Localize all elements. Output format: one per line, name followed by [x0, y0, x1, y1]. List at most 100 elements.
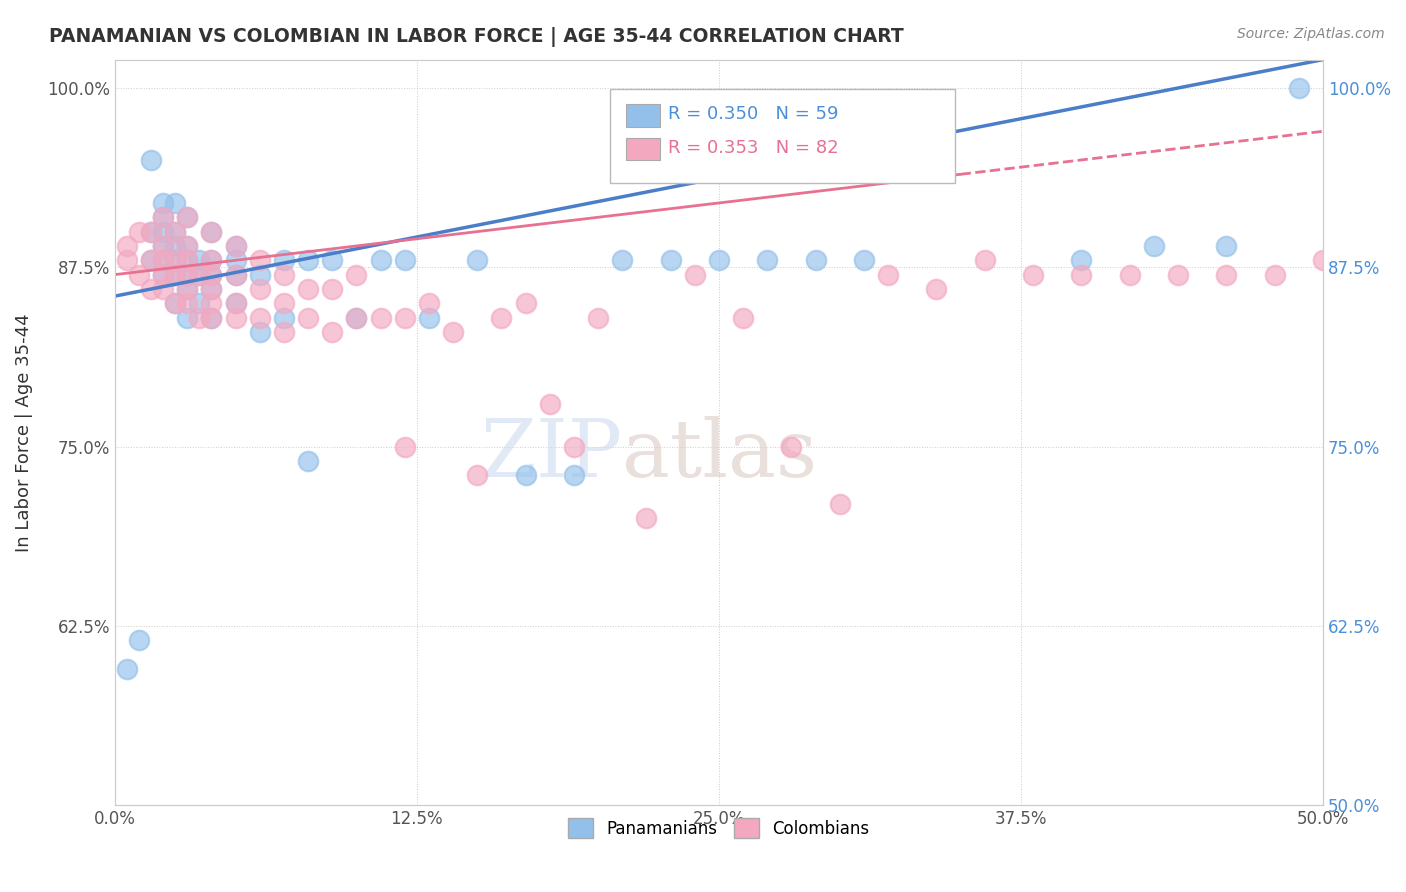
- Point: [128, 268, 150, 282]
- Point: [538, 397, 561, 411]
- Point: [1070, 253, 1092, 268]
- Point: [200, 253, 222, 268]
- Point: [188, 253, 211, 268]
- Text: R = 0.350   N = 59: R = 0.350 N = 59: [668, 105, 839, 123]
- Point: [273, 253, 295, 268]
- Text: R = 0.353   N = 82: R = 0.353 N = 82: [668, 138, 839, 157]
- Point: [418, 296, 440, 310]
- Point: [562, 468, 585, 483]
- Point: [297, 253, 319, 268]
- Point: [139, 225, 162, 239]
- Point: [346, 268, 368, 282]
- Point: [273, 296, 295, 310]
- Point: [249, 282, 271, 296]
- Point: [925, 282, 948, 296]
- Point: [200, 310, 222, 325]
- Point: [165, 239, 187, 253]
- Point: [176, 268, 198, 282]
- Point: [273, 310, 295, 325]
- Point: [200, 310, 222, 325]
- Point: [152, 253, 174, 268]
- Point: [225, 296, 247, 310]
- Point: [225, 268, 247, 282]
- Point: [756, 253, 779, 268]
- Point: [1288, 81, 1310, 95]
- Point: [225, 253, 247, 268]
- Point: [515, 296, 537, 310]
- Point: [176, 310, 198, 325]
- Point: [297, 310, 319, 325]
- FancyBboxPatch shape: [610, 89, 955, 183]
- Point: [418, 310, 440, 325]
- Point: [1143, 239, 1166, 253]
- Point: [165, 268, 187, 282]
- Point: [636, 511, 658, 525]
- Point: [346, 310, 368, 325]
- FancyBboxPatch shape: [626, 138, 659, 161]
- Point: [877, 268, 900, 282]
- Point: [249, 310, 271, 325]
- Point: [165, 268, 187, 282]
- Point: [152, 196, 174, 211]
- Point: [165, 296, 187, 310]
- Point: [852, 253, 875, 268]
- Point: [683, 268, 706, 282]
- Point: [176, 282, 198, 296]
- Point: [225, 310, 247, 325]
- Point: [465, 468, 488, 483]
- Point: [1264, 268, 1286, 282]
- Point: [200, 225, 222, 239]
- Point: [165, 225, 187, 239]
- Point: [321, 253, 343, 268]
- Point: [394, 310, 416, 325]
- Point: [973, 253, 995, 268]
- Point: [165, 253, 187, 268]
- Point: [249, 325, 271, 339]
- Point: [176, 296, 198, 310]
- Point: [176, 239, 198, 253]
- Point: [659, 253, 682, 268]
- Point: [152, 211, 174, 225]
- Point: [152, 225, 174, 239]
- Point: [491, 310, 513, 325]
- Point: [562, 440, 585, 454]
- Point: [115, 239, 138, 253]
- Point: [188, 268, 211, 282]
- Point: [780, 440, 803, 454]
- Point: [828, 497, 851, 511]
- Point: [515, 468, 537, 483]
- Point: [152, 268, 174, 282]
- Point: [441, 325, 464, 339]
- Point: [394, 253, 416, 268]
- Point: [139, 282, 162, 296]
- Point: [612, 253, 634, 268]
- Point: [165, 253, 187, 268]
- Point: [297, 282, 319, 296]
- Point: [176, 211, 198, 225]
- Point: [139, 253, 162, 268]
- Point: [200, 253, 222, 268]
- Point: [733, 310, 755, 325]
- Point: [225, 239, 247, 253]
- Point: [200, 268, 222, 282]
- Point: [273, 325, 295, 339]
- Point: [707, 253, 730, 268]
- Point: [165, 225, 187, 239]
- Point: [1312, 253, 1334, 268]
- Point: [115, 253, 138, 268]
- Point: [188, 310, 211, 325]
- Point: [152, 239, 174, 253]
- Point: [152, 268, 174, 282]
- Point: [1215, 239, 1237, 253]
- Text: PANAMANIAN VS COLOMBIAN IN LABOR FORCE | AGE 35-44 CORRELATION CHART: PANAMANIAN VS COLOMBIAN IN LABOR FORCE |…: [49, 27, 904, 46]
- Text: atlas: atlas: [623, 416, 817, 493]
- Point: [370, 310, 392, 325]
- Y-axis label: In Labor Force | Age 35-44: In Labor Force | Age 35-44: [15, 313, 32, 551]
- Point: [188, 296, 211, 310]
- Point: [165, 296, 187, 310]
- Point: [200, 225, 222, 239]
- Point: [804, 253, 827, 268]
- Point: [115, 662, 138, 676]
- Point: [139, 225, 162, 239]
- Point: [273, 268, 295, 282]
